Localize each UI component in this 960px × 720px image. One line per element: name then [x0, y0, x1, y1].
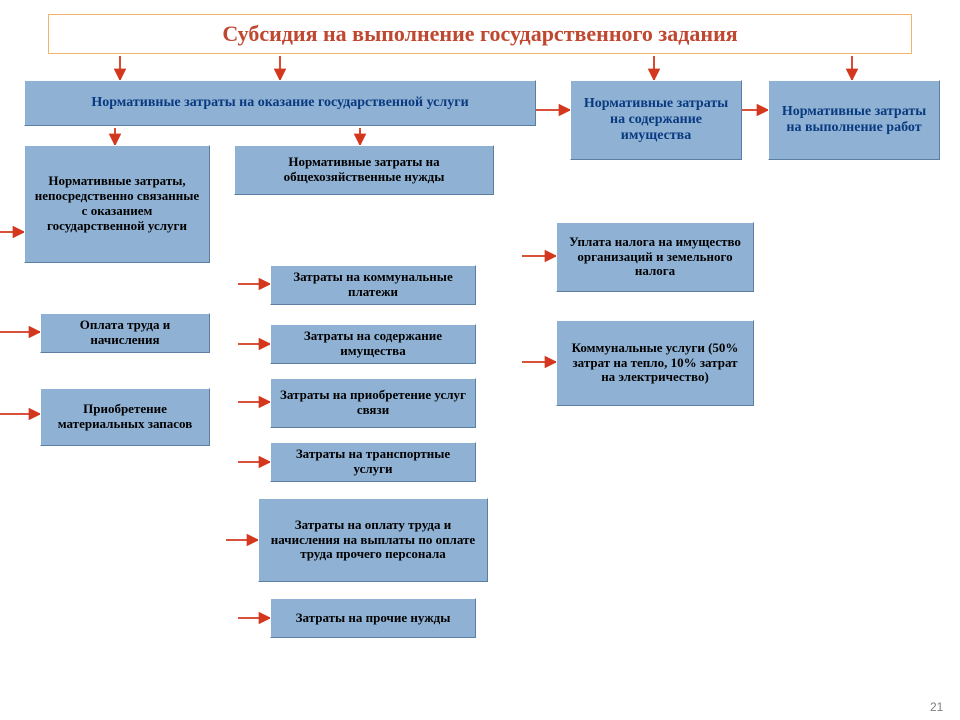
- node-n8: Оплата труда и начисления: [40, 313, 210, 353]
- node-n13: Затраты на транспортные услуги: [270, 442, 476, 482]
- node-n2: Нормативные затраты на содержание имущес…: [570, 80, 742, 160]
- node-n7: Затраты на коммунальные платежи: [270, 265, 476, 305]
- page-number: 21: [930, 700, 943, 714]
- node-n15: Затраты на прочие нужды: [270, 598, 476, 638]
- node-n12: Затраты на приобретение услуг связи: [270, 378, 476, 428]
- node-n10: Коммунальные услуги (50% затрат на тепло…: [556, 320, 754, 406]
- node-n9: Затраты на содержание имущества: [270, 324, 476, 364]
- node-n5: Нормативные затраты на общехозяйственные…: [234, 145, 494, 195]
- node-n14: Затраты на оплату труда и начисления на …: [258, 498, 488, 582]
- node-n6: Уплата налога на имущество организаций и…: [556, 222, 754, 292]
- node-n3: Нормативные затраты на выполнение работ: [768, 80, 940, 160]
- node-n4: Нормативные затраты, непосредственно свя…: [24, 145, 210, 263]
- diagram-title: Субсидия на выполнение государственного …: [48, 14, 912, 54]
- node-n11: Приобретение материальных запасов: [40, 388, 210, 446]
- node-n1: Нормативные затраты на оказание государс…: [24, 80, 536, 126]
